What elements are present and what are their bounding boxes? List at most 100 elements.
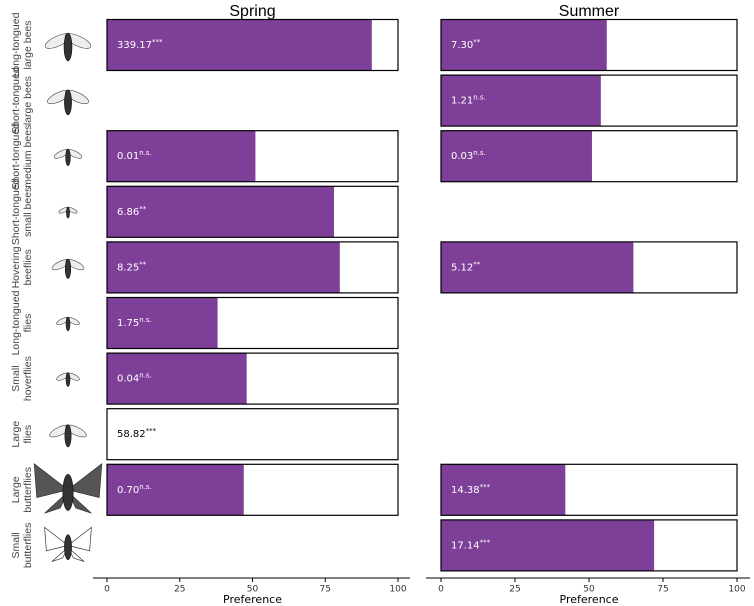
row-label: Short-tongued small bees <box>10 178 34 245</box>
row-label: Short-tongued large bees <box>10 67 34 134</box>
stat-label: 8.25** <box>117 260 147 273</box>
stat-label: 7.30** <box>451 38 481 51</box>
row-label: Large butterflies <box>10 467 34 513</box>
row-label-line: Large <box>10 476 22 503</box>
x-axis-label: Preference <box>560 593 619 606</box>
row-label: Hovering beeflies <box>10 246 34 288</box>
body <box>63 32 73 62</box>
x-tick-label: 0 <box>438 585 444 595</box>
bar-outline <box>106 185 399 238</box>
row-label-line: Long-tongued <box>10 12 22 77</box>
row-label-line: butterflies <box>22 523 34 569</box>
bar-outline <box>440 463 738 516</box>
body <box>66 206 70 219</box>
bar <box>441 75 601 127</box>
row-label-line: beeflies <box>22 249 34 285</box>
stat-label: 0.04n.s. <box>117 372 152 385</box>
stat-label: 6.86** <box>117 205 147 218</box>
stat-label: 0.70n.s. <box>117 483 152 496</box>
significance: n.s. <box>473 149 486 157</box>
row-label-line: flies <box>22 314 34 333</box>
row-label: Small butterflies <box>10 523 34 569</box>
body <box>64 534 72 561</box>
bar-outline <box>106 296 399 350</box>
bar-outline <box>106 463 399 516</box>
bar-frame <box>107 408 398 460</box>
row-label: Short-tongued medium bees <box>10 123 34 190</box>
bar-outline <box>440 130 738 183</box>
significance: ** <box>473 38 481 46</box>
stat-value: 6.86 <box>117 207 139 218</box>
stat-value: 17.14 <box>451 540 480 551</box>
body <box>62 473 74 511</box>
row-label-line: Short-tongued <box>10 123 22 190</box>
row-label-line: hoverflies <box>22 356 34 401</box>
wing <box>44 526 92 562</box>
x-axis-label: Preference <box>223 593 282 606</box>
significance: ** <box>139 260 147 268</box>
x-tick-label: 100 <box>728 585 745 595</box>
row-label: Small hoverflies <box>10 356 34 401</box>
stat-value: 0.70 <box>117 485 139 496</box>
significance: *** <box>152 38 163 46</box>
row-label-line: Long-tongued <box>10 290 22 355</box>
x-tick-label: 75 <box>657 585 668 595</box>
bar <box>107 464 244 516</box>
wing <box>65 424 87 438</box>
significance: *** <box>480 538 491 546</box>
bar <box>107 186 334 238</box>
row-label: Long-tongued large bees <box>10 12 34 77</box>
row-label-line: large bees <box>22 20 34 69</box>
insect-icon <box>56 372 80 387</box>
x-tick-label: 25 <box>174 585 185 595</box>
bar-outline <box>106 18 399 72</box>
bar <box>107 130 256 182</box>
stat-value: 0.01 <box>117 151 139 162</box>
wing <box>65 89 89 105</box>
bar-outline <box>106 352 399 405</box>
insect-icon <box>33 463 103 514</box>
bar <box>441 130 592 182</box>
row-label-line: Small <box>10 365 22 391</box>
wing <box>33 463 103 514</box>
bar-outline <box>106 241 399 294</box>
stat-label: 339.17*** <box>117 38 163 51</box>
stat-label: 1.75n.s. <box>117 316 152 329</box>
significance: ** <box>473 260 481 268</box>
insect-icon <box>44 526 92 562</box>
insect-icon <box>56 316 80 332</box>
stat-value: 58.82 <box>117 429 146 440</box>
row-label: Long-tongued flies <box>10 290 34 355</box>
stat-label: 14.38*** <box>451 483 491 496</box>
stat-value: 8.25 <box>117 262 139 273</box>
bar <box>441 241 634 293</box>
x-tick-label: 75 <box>320 585 331 595</box>
panel-title: Spring <box>229 3 275 20</box>
bar-outline <box>440 18 738 72</box>
significance: n.s. <box>139 149 152 157</box>
bar-outline <box>106 408 399 461</box>
bar-outline <box>440 74 738 127</box>
insect-icon <box>47 89 89 116</box>
significance: ** <box>139 205 147 213</box>
row-label-line: small bees <box>22 187 34 237</box>
bar <box>107 297 218 349</box>
bar <box>441 19 607 71</box>
stat-label: 5.12** <box>451 260 481 273</box>
stat-value: 339.17 <box>117 40 152 51</box>
row-label-line: Short-tongued <box>10 178 22 245</box>
stat-label: 17.14*** <box>451 538 491 551</box>
significance: *** <box>480 483 491 491</box>
bar-outline <box>106 130 399 183</box>
x-tick-label: 25 <box>509 585 520 595</box>
insect-icon <box>58 206 78 219</box>
significance: n.s. <box>139 483 152 491</box>
insect-icon <box>49 424 87 448</box>
stat-value: 1.21 <box>451 96 473 107</box>
row-label-line: Small <box>10 532 22 558</box>
stat-label: 58.82*** <box>117 427 157 440</box>
body <box>64 258 72 279</box>
row-label: Large flies <box>10 421 34 448</box>
row-label-line: large bees <box>22 76 34 125</box>
